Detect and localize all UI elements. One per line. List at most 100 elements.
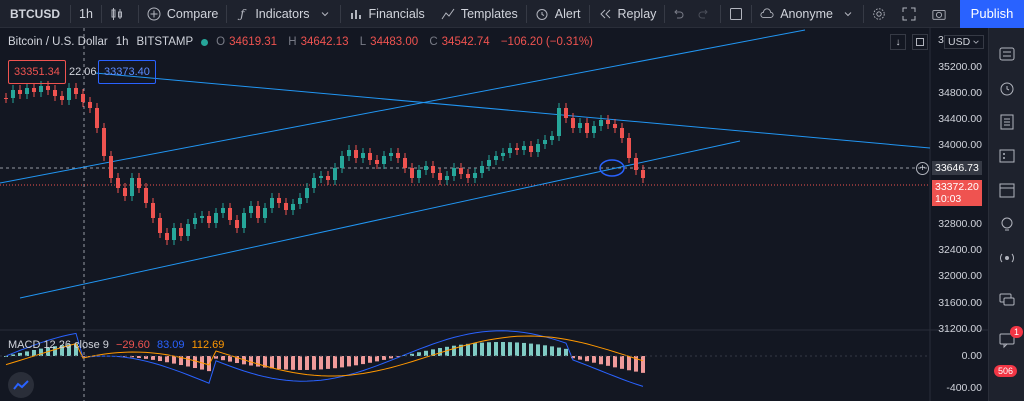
macd-histogram-bar (438, 348, 442, 356)
notifications-icon[interactable] (997, 330, 1017, 350)
candle-body (53, 90, 57, 96)
fullscreen-button[interactable] (894, 0, 924, 28)
macd-title[interactable]: MACD 12 26 close 9 (8, 339, 109, 351)
candle-body (550, 136, 554, 140)
candle-body (123, 188, 127, 196)
crosshair-add-button[interactable]: + (916, 162, 929, 175)
signal-line (5, 335, 644, 377)
macd-histogram-bar (564, 348, 568, 356)
macd-histogram-bar (74, 343, 78, 356)
last-price-tag: 33372.20 10:03 (932, 180, 982, 206)
macd-histogram-bar (214, 356, 218, 359)
price-axis-top-label: 3 (938, 34, 944, 46)
candle-body (508, 148, 512, 153)
candle-body (270, 198, 274, 208)
maximize-pane-button[interactable] (912, 34, 928, 50)
divider (339, 4, 341, 23)
price-chart[interactable] (0, 28, 988, 401)
publish-button[interactable]: Publish (960, 0, 1024, 28)
macd-histogram-bar (298, 356, 302, 370)
fullscreen-icon (902, 7, 916, 21)
candle-body (67, 88, 71, 100)
alert-button[interactable]: Alert (527, 0, 589, 28)
macd-histogram-bar (571, 356, 575, 359)
macd-histogram-bar (641, 356, 645, 373)
legend-pair[interactable]: Bitcoin / U.S. Dollar (8, 36, 108, 48)
candle-body (382, 156, 386, 164)
macd-histogram (4, 342, 645, 373)
interval-button[interactable]: 1h (79, 6, 93, 21)
macd-histogram-bar (165, 356, 169, 363)
macd-histogram-bar (550, 346, 554, 356)
chart-area[interactable]: Bitcoin / U.S. Dollar 1h BITSTAMP O 34619… (0, 28, 988, 401)
account-label: Anonyme (780, 6, 833, 21)
macd-histogram-bar (578, 356, 582, 360)
candle-body (95, 108, 99, 128)
highlight-ellipse[interactable] (599, 159, 625, 177)
candle-body (354, 150, 358, 158)
macd-histogram-bar (452, 345, 456, 356)
macd-histogram-bar (137, 356, 141, 358)
financials-button[interactable]: Financials (341, 0, 433, 28)
candle-body (319, 176, 323, 178)
tradingview-logo[interactable] (8, 372, 34, 398)
hotlist-icon[interactable] (997, 146, 1017, 166)
account-button[interactable]: Anonyme (752, 0, 863, 28)
scroll-down-button[interactable]: ↓ (890, 34, 906, 50)
replay-label: Replay (617, 6, 657, 21)
macd-histogram-bar (431, 349, 435, 356)
trendline-lower-channel[interactable] (19, 140, 741, 299)
macd-histogram-bar (368, 356, 372, 363)
ideas-icon[interactable] (997, 214, 1017, 234)
candle-body (235, 220, 239, 228)
candle-body (606, 120, 610, 124)
candle-body (81, 94, 85, 102)
candle-body (473, 173, 477, 178)
layout-button[interactable] (721, 0, 751, 28)
templates-button[interactable]: Templates (433, 0, 526, 28)
price-axis-label: 32400.00 (938, 244, 982, 256)
data-window-icon[interactable] (997, 112, 1017, 132)
currency-selector[interactable]: USD (944, 35, 985, 49)
macd-histogram-bar (445, 346, 449, 356)
price-axis-label: 32000.00 (938, 270, 982, 282)
undo-button[interactable] (665, 0, 691, 28)
chart-type-button[interactable] (102, 0, 138, 28)
cloud-icon (760, 7, 774, 21)
indicators-button[interactable]: ƒ Indicators (227, 0, 339, 28)
candle-body (88, 102, 92, 108)
candle-body (627, 138, 631, 158)
crosshair-price-tag: 33646.73 (932, 161, 982, 175)
alert-clock-icon[interactable] (997, 78, 1017, 98)
macd-histogram-bar (417, 352, 421, 356)
macd-histogram-bar (186, 356, 190, 367)
macd-histogram-bar (256, 356, 260, 367)
alert-label: Alert (554, 6, 581, 21)
macd-histogram-bar (32, 349, 36, 356)
trendline-upper-channel[interactable] (0, 29, 806, 184)
calendar-icon[interactable] (997, 180, 1017, 200)
price-axis-label: 32800.00 (938, 218, 982, 230)
replay-button[interactable]: Replay (590, 0, 665, 28)
chats-icon[interactable] (997, 290, 1017, 310)
candle-body (396, 153, 400, 158)
chart-legend: Bitcoin / U.S. Dollar 1h BITSTAMP O 34619… (8, 36, 597, 48)
candles-icon (110, 7, 124, 21)
divider (863, 4, 864, 23)
snapshot-button[interactable] (924, 0, 954, 28)
settings-button[interactable] (864, 0, 894, 28)
divider (137, 4, 139, 23)
buy-button[interactable]: 33373.40 (98, 60, 156, 84)
right-sidebar: 1 506 (988, 28, 1024, 401)
symbol-search[interactable]: BTCUSD (10, 6, 60, 21)
watchlist-icon[interactable] (997, 44, 1017, 64)
streams-icon[interactable] (997, 248, 1017, 268)
candle-body (599, 120, 603, 126)
sell-button[interactable]: 33351.34 (8, 60, 66, 84)
price-axis-label: 31200.00 (938, 323, 982, 335)
trendline-resistance[interactable] (94, 72, 931, 149)
close-value: 34542.74 (441, 36, 490, 48)
compare-button[interactable]: Compare (139, 0, 226, 28)
redo-button[interactable] (691, 0, 717, 28)
rewind-icon (598, 7, 612, 21)
